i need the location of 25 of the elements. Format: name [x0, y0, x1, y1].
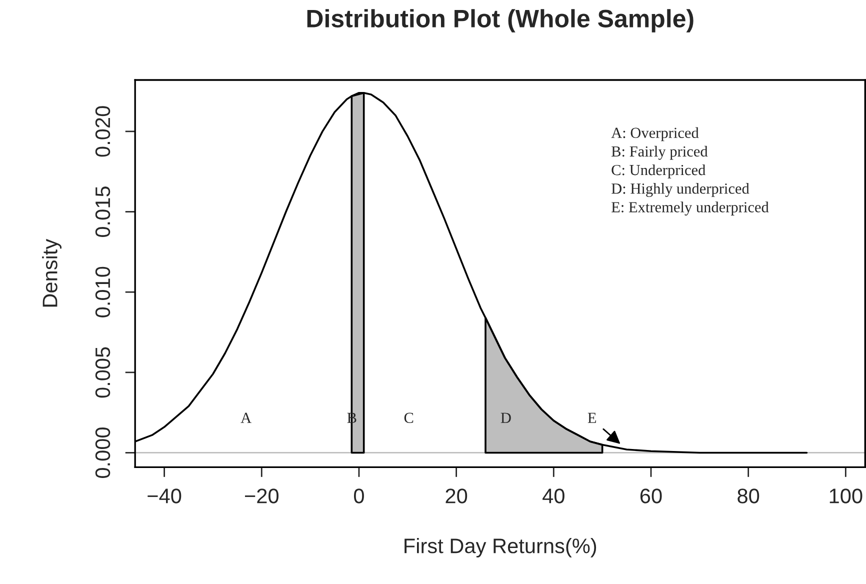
- y-axis-title: Density: [42, 238, 62, 307]
- x-tick-label: 60: [640, 488, 662, 504]
- y-tick-label: 0.005: [95, 347, 110, 398]
- x-tick-label: 0: [354, 488, 364, 504]
- annotation: A: Overpriced: [611, 127, 699, 142]
- annotation: B: Fairly priced: [612, 146, 708, 160]
- x-tick-label: 100: [830, 488, 862, 504]
- annotation: D: Highly underpriced: [612, 183, 750, 197]
- x-tick-label: −40: [148, 488, 182, 504]
- x-axis-title: First Day Returns(%): [404, 538, 596, 558]
- annotation: E: [588, 412, 596, 423]
- x-tick-label: 20: [446, 488, 468, 504]
- x-tick-label: 40: [542, 488, 564, 504]
- y-tick-label: 0.010: [95, 266, 110, 318]
- annotation: C: Underpriced: [612, 164, 706, 178]
- y-tick-label: 0.020: [95, 106, 110, 157]
- y-tick-label: 0.000: [95, 427, 110, 478]
- annotation: D: [500, 412, 511, 423]
- y-tick-label: 0.015: [95, 186, 110, 237]
- chart-title: Distribution Plot (Whole Sample): [307, 9, 694, 32]
- x-tick-label: 80: [738, 488, 760, 504]
- annotation: E: Extremely underpriced: [612, 202, 769, 216]
- x-tick-label: −20: [244, 488, 278, 504]
- annotation: C: [404, 412, 414, 424]
- annotation: A: [240, 412, 252, 423]
